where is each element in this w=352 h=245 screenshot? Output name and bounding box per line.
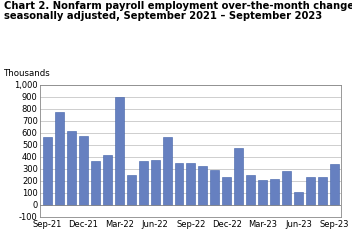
- Bar: [115, 97, 124, 205]
- Text: Chart 2. Nonfarm payroll employment over-the-month change,: Chart 2. Nonfarm payroll employment over…: [4, 1, 352, 11]
- Bar: [258, 180, 267, 205]
- Bar: [199, 166, 207, 205]
- Bar: [79, 136, 88, 205]
- Bar: [127, 175, 136, 205]
- Bar: [91, 161, 100, 205]
- Bar: [222, 177, 231, 205]
- Bar: [246, 175, 255, 205]
- Bar: [282, 171, 291, 205]
- Bar: [294, 192, 303, 205]
- Bar: [318, 177, 327, 205]
- Bar: [163, 137, 171, 205]
- Bar: [67, 131, 76, 205]
- Bar: [43, 137, 52, 205]
- Bar: [55, 111, 64, 205]
- Bar: [330, 164, 339, 205]
- Bar: [234, 148, 243, 205]
- Bar: [139, 161, 148, 205]
- Bar: [175, 163, 183, 205]
- Text: Thousands: Thousands: [4, 69, 50, 78]
- Bar: [210, 170, 219, 205]
- Text: seasonally adjusted, September 2021 – September 2023: seasonally adjusted, September 2021 – Se…: [4, 11, 322, 21]
- Bar: [270, 179, 279, 205]
- Bar: [187, 163, 195, 205]
- Bar: [306, 177, 315, 205]
- Bar: [151, 160, 159, 205]
- Bar: [103, 156, 112, 205]
